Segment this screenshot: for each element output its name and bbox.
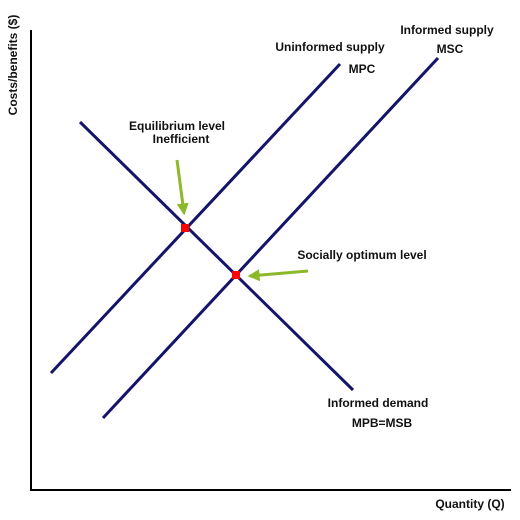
curve-sublabel: MSC <box>437 42 464 56</box>
curve-sublabel: MPC <box>349 62 376 76</box>
uninformed-supply-curve <box>49 62 342 375</box>
demand-curve <box>78 120 355 392</box>
annotation-label: Socially optimum level <box>297 248 426 262</box>
equilibrium-arrow <box>175 159 189 216</box>
equilibrium-point <box>181 224 189 232</box>
x-axis-label: Quantity (Q) <box>435 497 504 511</box>
optimum-arrow <box>247 269 309 282</box>
annotation-sublabel: Inefficient <box>153 132 210 146</box>
curve-label: Uninformed supply <box>275 40 385 54</box>
curve-label: Informed supply <box>400 23 494 37</box>
curve-sublabel: MPB=MSB <box>352 416 413 430</box>
annotation-label: Equilibrium level <box>129 119 225 133</box>
informed-supply-curve <box>101 56 440 420</box>
curve-label: Informed demand <box>328 396 429 410</box>
optimum-point <box>232 271 240 279</box>
y-axis-label: Costs/benefits ($) <box>6 15 20 116</box>
